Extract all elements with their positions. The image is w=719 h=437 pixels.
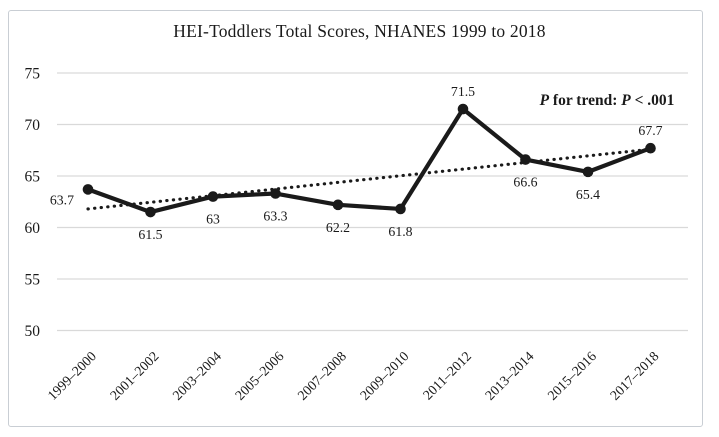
y-tick-label: 75 — [25, 66, 41, 83]
point-label: 65.4 — [576, 187, 600, 202]
x-tick-label: 2011–2012 — [420, 348, 474, 402]
point-label: 63 — [206, 212, 220, 227]
figure-frame — [8, 10, 703, 427]
data-point — [82, 184, 94, 195]
point-label: 67.7 — [638, 123, 662, 138]
data-point — [207, 191, 219, 202]
x-tick-label: 2001–2002 — [107, 348, 162, 403]
chart-title: HEI-Toddlers Total Scores, NHANES 1999 t… — [173, 21, 546, 41]
y-tick-label: 60 — [25, 220, 41, 237]
x-tick-label: 2005–2006 — [232, 348, 287, 403]
x-tick-label: 2017–2018 — [607, 348, 662, 403]
x-tick-label: 2015–2016 — [545, 348, 600, 403]
p-for-trend-annotation: P for trend: P < .001 — [540, 92, 675, 109]
x-tick-label: 2003–2004 — [170, 348, 225, 403]
y-tick-label: 70 — [25, 117, 41, 134]
x-tick-label: 2009–2010 — [357, 348, 412, 403]
x-tick-label: 1999–2000 — [45, 348, 100, 403]
data-point — [332, 199, 344, 211]
point-label: 61.5 — [138, 227, 162, 242]
x-tick-label: 2013–2014 — [482, 348, 537, 403]
point-label: 63.7 — [50, 192, 74, 207]
point-label: 71.5 — [451, 84, 475, 99]
y-tick-label: 65 — [25, 169, 41, 186]
point-label: 61.8 — [388, 224, 412, 239]
y-tick-label: 50 — [25, 323, 41, 340]
data-point — [395, 203, 406, 215]
data-point — [582, 166, 594, 178]
data-point — [145, 206, 156, 218]
trend-line — [86, 147, 653, 211]
point-label: 63.3 — [263, 209, 287, 224]
point-label: 66.6 — [513, 175, 537, 190]
data-point — [645, 142, 656, 154]
y-tick-label: 55 — [25, 272, 41, 289]
data-point — [270, 188, 281, 199]
x-tick-label: 2007–2008 — [295, 348, 350, 403]
data-point — [520, 154, 531, 165]
data-point — [457, 103, 469, 115]
point-label: 62.2 — [326, 220, 350, 235]
series-line — [85, 106, 653, 215]
